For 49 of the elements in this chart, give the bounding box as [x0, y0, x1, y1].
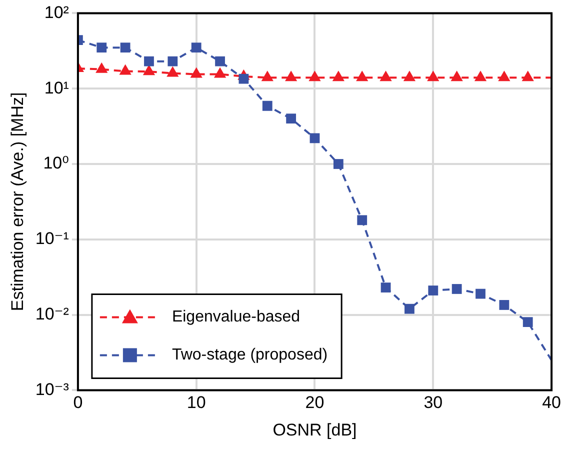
y-axis-title: Estimation error (Ave.) [MHz] [8, 92, 27, 312]
point [332, 70, 344, 82]
point [286, 114, 296, 124]
point [144, 56, 154, 66]
point [499, 300, 510, 310]
y-tick-label: 10⁻² [35, 304, 70, 324]
legend-label: Eigenvalue-based [172, 308, 300, 326]
y-tick-label: 10⁻³ [35, 380, 70, 399]
point [452, 284, 462, 294]
y-tick-label: 10¹ [44, 78, 70, 98]
point [476, 288, 486, 299]
point [333, 159, 344, 169]
point [214, 67, 226, 78]
point [262, 100, 272, 111]
point [285, 70, 298, 82]
point [356, 70, 368, 82]
point [474, 70, 487, 82]
y-tick-label: 10⁻¹ [35, 229, 70, 248]
x-tick-label: 0 [73, 393, 83, 412]
point [498, 70, 510, 82]
point [238, 74, 249, 84]
point [215, 56, 225, 66]
point [261, 70, 274, 82]
point [96, 62, 108, 73]
point [380, 70, 392, 82]
y-tick-label: 10² [44, 2, 70, 22]
point [166, 66, 179, 77]
x-axis-title: OSNR [dB] [272, 420, 357, 440]
point [308, 70, 321, 82]
point [427, 70, 440, 82]
point [428, 286, 438, 296]
point [522, 70, 534, 82]
point [357, 215, 368, 226]
point [403, 70, 416, 82]
y-tick-label: 10⁰ [43, 154, 70, 173]
point [310, 133, 320, 144]
point [142, 64, 156, 76]
x-tick-label: 30 [424, 393, 443, 412]
legend-label: Two-stage (proposed) [172, 346, 328, 364]
point [522, 317, 533, 328]
x-tick-label: 10 [186, 393, 206, 412]
point [404, 304, 414, 314]
point [380, 282, 391, 292]
point [190, 67, 202, 78]
point [119, 64, 132, 75]
point [168, 56, 178, 66]
x-tick-label: 40 [542, 393, 562, 412]
x-tick-label: 20 [305, 393, 324, 412]
point [450, 70, 463, 82]
